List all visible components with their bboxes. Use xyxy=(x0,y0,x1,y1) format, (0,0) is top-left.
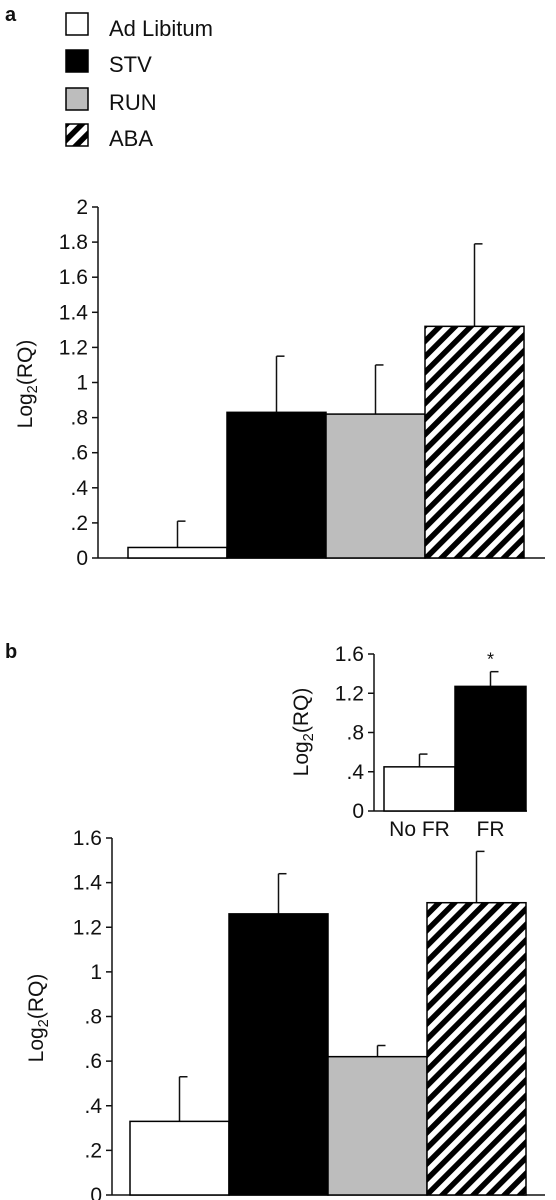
y-tick-label: 1.4 xyxy=(59,301,89,324)
bar-no-fr xyxy=(383,766,456,812)
legend-item: STV xyxy=(65,49,152,77)
y-tick-label: .8 xyxy=(346,722,364,745)
legend-label-stv: STV xyxy=(109,52,152,77)
y-tick-label: .2 xyxy=(84,1139,102,1162)
legend-swatch-stv xyxy=(65,49,89,73)
y-axis-label: Log2(RQ) xyxy=(25,974,52,1063)
y-tick-label: 0 xyxy=(76,547,88,570)
x-category-label: FR xyxy=(477,818,505,841)
y-tick-label: 0 xyxy=(90,1184,102,1200)
legend-item: RUN xyxy=(65,87,157,115)
y-tick-label: .2 xyxy=(70,512,88,535)
bar-fr xyxy=(454,685,527,812)
bar-run xyxy=(327,1055,428,1196)
y-tick-label: .4 xyxy=(70,477,88,500)
legend-item: Ad Libitum xyxy=(65,12,213,41)
bar-aba xyxy=(426,901,527,1196)
y-tick-label: .6 xyxy=(70,442,88,465)
y-tick-label: 1.6 xyxy=(335,643,364,666)
panel-b-inset-chart: 0 .4 .8 1.2 1.6 Log2(RQ) No FR * FR xyxy=(290,643,527,841)
bar-stv xyxy=(228,913,329,1196)
bar-ad-libitum xyxy=(129,1120,230,1196)
y-tick-label: 1.6 xyxy=(59,266,88,289)
legend-label-aba: ABA xyxy=(109,126,153,151)
y-tick-label: 1.8 xyxy=(59,231,88,254)
panel-a-label: a xyxy=(5,4,17,26)
significance-marker: * xyxy=(487,650,494,670)
panel-a-chart: 0 .2 .4 .6 .8 1 1.2 1.4 1.6 1.8 2 Log2(RQ) xyxy=(14,196,545,570)
bar-run xyxy=(325,413,426,559)
legend: Ad Libitum STV RUN ABA xyxy=(65,12,213,151)
y-tick-label: 1.2 xyxy=(59,336,88,359)
y-tick-label: 1.2 xyxy=(335,682,364,705)
y-axis-label: Log2(RQ) xyxy=(290,688,317,777)
x-category-label: No FR xyxy=(389,818,450,841)
y-tick-label: 0 xyxy=(352,800,364,823)
y-tick-label: 1 xyxy=(90,961,102,984)
legend-item: ABA xyxy=(65,123,153,151)
legend-swatch-aba xyxy=(65,123,89,147)
y-tick-label: .8 xyxy=(84,1006,102,1029)
y-tick-label: 1 xyxy=(76,372,88,395)
y-axis-label: Log2(RQ) xyxy=(14,340,41,429)
y-tick-label: .8 xyxy=(70,407,88,430)
bar-aba xyxy=(424,325,525,559)
legend-swatch-run xyxy=(65,87,89,111)
y-tick-label: .4 xyxy=(84,1095,102,1118)
panel-b-label: b xyxy=(5,641,17,663)
y-tick-label: .6 xyxy=(84,1050,102,1073)
legend-swatch-ad-libitum xyxy=(65,12,89,36)
bar-stv xyxy=(226,411,327,559)
panel-b-chart: 0 .2 .4 .6 .8 1 1.2 1.4 1.6 Log2(RQ) xyxy=(25,827,545,1200)
y-tick-label: 1.4 xyxy=(73,872,103,895)
legend-label-ad-libitum: Ad Libitum xyxy=(109,16,213,41)
y-tick-label: 1.6 xyxy=(73,827,102,850)
legend-label-run: RUN xyxy=(109,90,157,115)
bar-ad-libitum xyxy=(127,546,228,559)
y-tick-label: 2 xyxy=(76,196,88,219)
y-tick-label: 1.2 xyxy=(73,916,102,939)
y-tick-label: .4 xyxy=(346,761,364,784)
